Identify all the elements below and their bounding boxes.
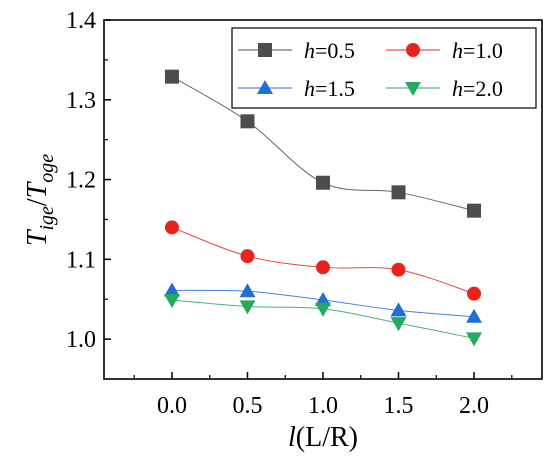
legend-marker xyxy=(406,43,420,57)
y-tick-label: 1.0 xyxy=(66,327,96,353)
series-1 xyxy=(164,220,482,301)
legend-label: h=1.0 xyxy=(452,38,503,63)
data-point xyxy=(466,308,483,323)
legend-item: h=2.0 xyxy=(386,76,503,101)
data-point xyxy=(315,302,331,317)
legend-label: h=2.0 xyxy=(452,76,503,101)
series-0 xyxy=(164,69,482,218)
series-layer xyxy=(163,69,483,347)
data-point xyxy=(239,283,256,298)
legend-box xyxy=(231,27,537,109)
legend-label: h=1.5 xyxy=(304,76,355,101)
data-point xyxy=(164,220,179,235)
data-point xyxy=(240,114,255,129)
y-tick-label: 1.2 xyxy=(66,168,96,194)
data-point xyxy=(467,286,482,301)
data-point xyxy=(240,249,255,264)
x-tick-label: 1.5 xyxy=(384,393,414,419)
data-point xyxy=(390,302,407,317)
legend-label: h=0.5 xyxy=(304,38,355,63)
legend: h=0.5 h=1.0 h=1.5 h=2.0 xyxy=(231,27,537,109)
x-tick-label: 0.0 xyxy=(157,393,187,419)
data-point xyxy=(390,317,407,332)
y-tick-label: 1.3 xyxy=(66,88,96,114)
x-tick-label: 0.5 xyxy=(232,393,262,419)
x-axis: 0.0 0.5 1.0 1.5 2.0 xyxy=(133,372,513,419)
legend-marker xyxy=(257,80,273,94)
legend-marker xyxy=(405,82,421,96)
y-axis-title: Tige/Toge xyxy=(22,154,58,246)
data-point xyxy=(239,300,256,315)
y-tick-label: 1.1 xyxy=(66,247,96,273)
series-2 xyxy=(163,282,483,323)
legend-marker xyxy=(258,43,272,57)
x-tick-label: 2.0 xyxy=(459,393,489,419)
data-point xyxy=(315,292,331,307)
data-point xyxy=(316,175,330,190)
data-point xyxy=(163,294,180,309)
series-3 xyxy=(163,294,483,347)
data-point xyxy=(163,282,180,297)
data-point xyxy=(391,262,406,277)
data-point xyxy=(391,185,406,200)
data-point xyxy=(164,69,179,84)
data-point xyxy=(467,203,482,218)
data-point xyxy=(316,260,330,275)
legend-item: h=1.0 xyxy=(386,38,503,63)
data-point xyxy=(466,332,483,347)
y-axis: 1.0 1.1 1.2 1.3 1.4 xyxy=(66,8,111,353)
x-axis-title: l(L/R) xyxy=(288,422,358,453)
x-tick-label: 1.0 xyxy=(308,393,338,419)
legend-item: h=0.5 xyxy=(238,38,355,63)
y-tick-label: 1.4 xyxy=(66,8,96,34)
legend-item: h=1.5 xyxy=(238,76,355,101)
